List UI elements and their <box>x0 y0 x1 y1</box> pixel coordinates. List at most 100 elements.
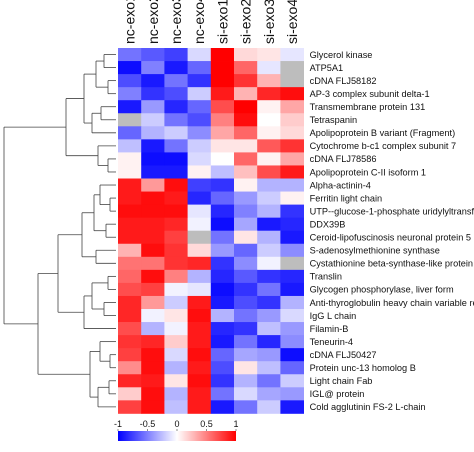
heatmap-cell <box>280 295 304 310</box>
row-dendrogram <box>3 54 116 408</box>
heatmap-cell <box>164 361 188 375</box>
heatmap-cell <box>164 152 188 166</box>
column-label: si-exo4 <box>284 0 300 44</box>
heatmap-cell <box>164 243 188 258</box>
heatmap-cell <box>141 48 165 62</box>
heatmap-cells <box>118 48 304 414</box>
heatmap-cell <box>280 48 304 62</box>
legend-tick-label: -1 <box>114 419 122 429</box>
heatmap-cell <box>210 113 235 127</box>
heatmap-cell <box>210 400 235 414</box>
heatmap-cell <box>234 243 258 258</box>
heatmap-cell <box>210 139 235 153</box>
heatmap-cell <box>257 361 281 375</box>
heatmap-cell <box>234 400 258 414</box>
heatmap-cell <box>164 165 188 179</box>
heatmap-cell <box>141 387 165 401</box>
heatmap-cell <box>234 100 258 114</box>
heatmap-cell <box>210 100 235 114</box>
heatmap-cell <box>187 282 212 297</box>
heatmap-cell <box>118 309 142 323</box>
legend-tick-label: 1 <box>233 419 238 429</box>
heatmap-cell <box>118 282 142 297</box>
heatmap-cell <box>164 61 188 75</box>
heatmap-cell <box>234 178 258 192</box>
row-label: Protein unc-13 homolog B <box>310 363 416 373</box>
row-label: ATP5A1 <box>310 63 344 73</box>
heatmap-cell <box>280 361 304 375</box>
row-label: Apolipoprotein B variant (Fragment) <box>310 128 456 138</box>
heatmap-cell <box>141 100 165 114</box>
heatmap-cell <box>234 230 258 245</box>
heatmap-cell <box>210 126 235 140</box>
heatmap-cell <box>164 178 188 192</box>
heatmap-cell <box>257 139 281 153</box>
heatmap-cell <box>280 387 304 401</box>
heatmap-cell <box>210 178 235 192</box>
heatmap-cell <box>187 165 212 179</box>
heatmap-cell <box>118 100 142 114</box>
heatmap-cell <box>280 139 304 153</box>
heatmap-cell <box>257 374 281 388</box>
heatmap-cell <box>118 374 142 388</box>
heatmap-cell <box>280 282 304 297</box>
heatmap-cell <box>187 204 212 219</box>
heatmap-cell <box>141 361 165 375</box>
heatmap-cell <box>187 113 212 127</box>
column-label: nc-exo3 <box>168 0 184 44</box>
heatmap-cell <box>257 322 281 336</box>
heatmap-cell <box>280 348 304 362</box>
row-labels: Glycerol kinase ATP5A1 cDNA FLJ58182 AP-3 c… <box>310 50 474 412</box>
row-label: cDNA FLJ50427 <box>310 350 377 360</box>
heatmap-cell <box>164 139 188 153</box>
row-label: AP-3 complex subunit delta-1 <box>310 89 430 99</box>
column-label: si-exo2 <box>238 0 254 44</box>
heatmap-cell <box>118 48 142 62</box>
heatmap-cell <box>210 230 235 245</box>
heatmap-cell <box>141 204 165 219</box>
heatmap-cell <box>210 361 235 375</box>
heatmap-cell <box>141 191 165 205</box>
heatmap-cell <box>210 387 235 401</box>
heatmap-cell <box>280 126 304 140</box>
heatmap-cell <box>141 309 165 323</box>
heatmap-cell <box>187 100 212 114</box>
heatmap-cell <box>118 256 142 271</box>
heatmap-cell <box>210 217 235 232</box>
heatmap-cell <box>187 139 212 153</box>
heatmap-cell <box>234 165 258 179</box>
heatmap-cell <box>141 322 165 336</box>
heatmap-cell <box>118 322 142 336</box>
heatmap-cell <box>164 74 188 88</box>
heatmap-cell <box>234 256 258 271</box>
heatmap-cell <box>164 217 188 232</box>
heatmap-cell <box>187 126 212 140</box>
heatmap-cell <box>234 322 258 336</box>
heatmap-cell <box>257 191 281 205</box>
row-label: Ceroid-lipofuscinosis neuronal protein 5 <box>310 233 471 243</box>
heatmap-cell <box>118 74 142 88</box>
row-label: DDX39B <box>310 219 346 229</box>
row-label: Filamin-B <box>310 324 349 334</box>
heatmap-cell <box>257 178 281 192</box>
legend-tick-label: 0.5 <box>200 419 213 429</box>
heatmap-cell <box>234 139 258 153</box>
heatmap-cell <box>118 269 142 284</box>
heatmap-cell <box>210 152 235 166</box>
row-label: Anti-thyroglobulin heavy chain variable … <box>310 298 474 308</box>
heatmap-cell <box>118 335 142 349</box>
row-label: Alpha-actinin-4 <box>310 180 371 190</box>
heatmap-cell <box>187 61 212 75</box>
heatmap-cell <box>141 256 165 271</box>
heatmap-cell <box>280 204 304 219</box>
heatmap-cell <box>118 126 142 140</box>
heatmap-cell <box>164 269 188 284</box>
heatmap-cell <box>280 113 304 127</box>
heatmap-cell <box>234 87 258 101</box>
heatmap-cell <box>141 74 165 88</box>
heatmap-cell <box>187 256 212 271</box>
heatmap-cell <box>257 152 281 166</box>
column-label: nc-exo1 <box>122 0 138 44</box>
